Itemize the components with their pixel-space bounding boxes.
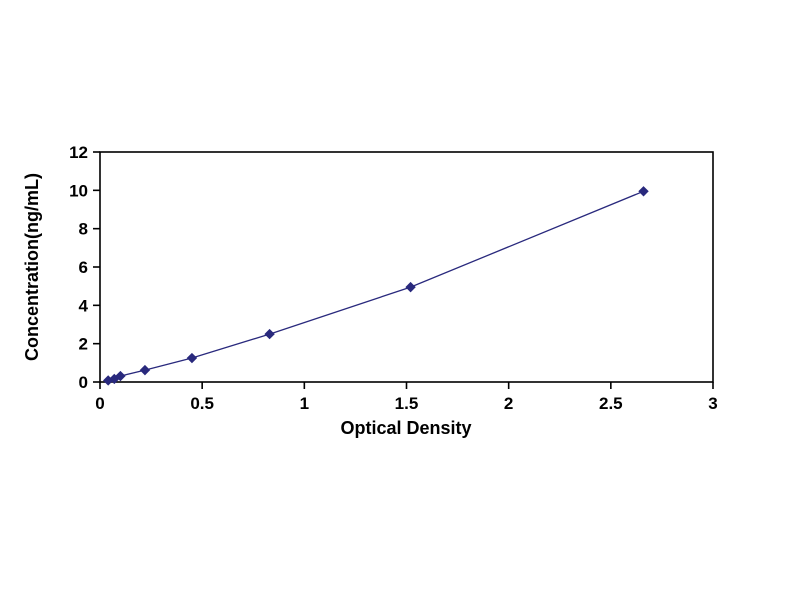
y-tick-label: 0 <box>79 373 88 392</box>
x-tick-label: 0 <box>95 394 104 413</box>
y-axis-label: Concentration(ng/mL) <box>22 173 42 361</box>
plot-frame <box>99 151 714 383</box>
y-tick-label: 6 <box>79 258 88 277</box>
x-tick-label: 1 <box>300 394 309 413</box>
x-tick-label: 2 <box>504 394 513 413</box>
x-tick-label: 3 <box>708 394 717 413</box>
y-tick-label: 4 <box>79 296 89 315</box>
data-point-marker <box>186 352 198 364</box>
y-tick-label: 2 <box>79 335 88 354</box>
data-point-marker <box>638 186 649 197</box>
data-point-marker <box>139 364 151 376</box>
x-axis-label: Optical Density <box>340 418 471 438</box>
y-tick-label: 12 <box>69 143 88 162</box>
data-point-marker <box>264 328 275 340</box>
x-tick-label: 0.5 <box>190 394 214 413</box>
data-series-line <box>108 190 644 382</box>
data-point-marker <box>405 281 416 293</box>
y-tick-label: 8 <box>79 220 88 239</box>
x-tick-label: 2.5 <box>599 394 623 413</box>
x-tick-label: 1.5 <box>395 394 419 413</box>
data-point-marker <box>115 370 126 382</box>
y-tick-label: 10 <box>69 181 88 200</box>
